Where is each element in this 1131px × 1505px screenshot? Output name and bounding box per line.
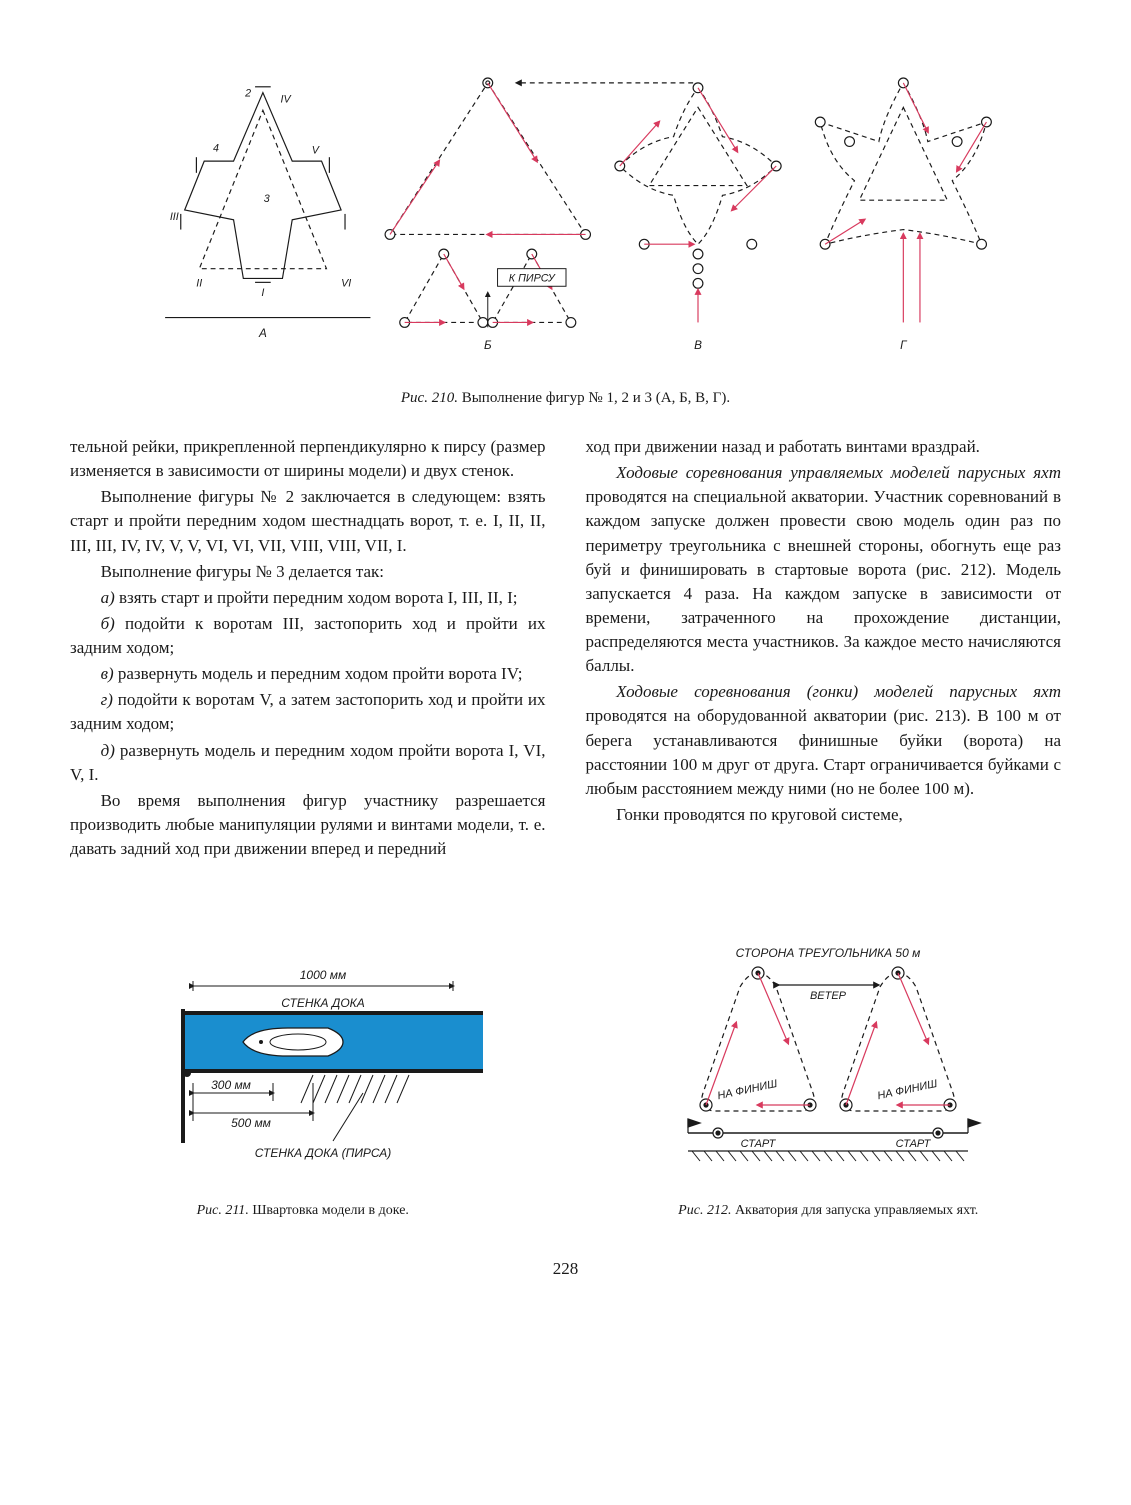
svg-text:4: 4 <box>212 142 218 154</box>
svg-text:НА ФИНИШ: НА ФИНИШ <box>717 1078 780 1103</box>
column-right: ход при движении назад и работать винтам… <box>586 435 1062 863</box>
figure-211: 1000 мм СТЕНКА ДОКА <box>70 963 536 1219</box>
page-number: 228 <box>70 1259 1061 1279</box>
figure-212-svg: СТОРОНА ТРЕУГОЛЬНИКА 50 м <box>648 943 1008 1183</box>
p: ход при движении назад и работать винтам… <box>586 435 1062 459</box>
p: Ходовые соревнования управляемых мо­деле… <box>586 461 1062 678</box>
svg-text:2: 2 <box>244 88 251 100</box>
p: Во время выполнения фигур участнику разр… <box>70 789 546 861</box>
p: Гонки проводятся по круговой системе, <box>586 803 1062 827</box>
fig210-k-pirsu: К ПИРСУ <box>508 272 555 284</box>
p: а) взять старт и пройти передним ходом в… <box>70 586 546 610</box>
fig210-label-V: В <box>694 339 702 352</box>
svg-text:I: I <box>261 287 264 299</box>
p: г) подойти к воротам V, а затем застопо­… <box>70 688 546 736</box>
figure-211-caption: Рис. 211. Швартовка модели в доке. <box>197 1203 409 1219</box>
fig211-bottom-wall: СТЕНКА ДОКА (ПИРСА) <box>255 1146 391 1160</box>
p: в) развернуть модель и передним ходом пр… <box>70 662 546 686</box>
svg-text:500 мм: 500 мм <box>231 1116 271 1130</box>
bottom-figures-row: 1000 мм СТЕНКА ДОКА <box>70 943 1061 1219</box>
p: Выполнение фигуры № 2 заключается в след… <box>70 485 546 557</box>
svg-text:V: V <box>311 144 319 156</box>
figure-212: СТОРОНА ТРЕУГОЛЬНИКА 50 м <box>596 943 1062 1219</box>
fig210-label-B: Б <box>483 339 491 352</box>
figure-210: А I II III IV V VI 2 3 4 <box>70 60 1061 380</box>
svg-text:IV: IV <box>280 93 291 105</box>
figure-210-svg: А I II III IV V VI 2 3 4 <box>126 60 1006 360</box>
svg-text:НА ФИНИШ: НА ФИНИШ <box>877 1078 940 1103</box>
column-left: тельной рейки, прикрепленной перпендику­… <box>70 435 546 863</box>
svg-text:1000 мм: 1000 мм <box>300 968 346 982</box>
p: Выполнение фигуры № 3 делается так: <box>70 560 546 584</box>
fig212-wind: ВЕТЕР <box>810 990 847 1002</box>
figure-211-svg: 1000 мм СТЕНКА ДОКА <box>123 963 483 1183</box>
svg-text:3: 3 <box>263 193 269 205</box>
svg-text:II: II <box>196 277 202 289</box>
fig210-label-A: А <box>257 327 266 340</box>
page: А I II III IV V VI 2 3 4 <box>0 0 1131 1505</box>
p: б) подойти к воротам III, застопорить хо… <box>70 612 546 660</box>
figure-212-caption: Рис. 212. Акватория для запуска управляе… <box>678 1203 978 1219</box>
p: Ходовые соревнования (гонки) моделей пар… <box>586 680 1062 801</box>
svg-text:VI: VI <box>341 277 351 289</box>
p: д) развернуть модель и передним ходом пр… <box>70 739 546 787</box>
p: тельной рейки, прикрепленной перпендику­… <box>70 435 546 483</box>
fig210-label-G: Г <box>900 339 908 352</box>
body-columns: тельной рейки, прикрепленной перпендику­… <box>70 435 1061 863</box>
figure-210-caption: Рис. 210. Выполнение фигур № 1, 2 и 3 (А… <box>70 390 1061 407</box>
svg-text:III: III <box>169 211 178 223</box>
svg-text:300 мм: 300 мм <box>211 1078 251 1092</box>
fig212-side-label: СТОРОНА ТРЕУГОЛЬНИКА 50 м <box>736 946 921 960</box>
svg-text:СТАРТ: СТАРТ <box>896 1138 932 1150</box>
svg-text:СТАРТ: СТАРТ <box>741 1138 777 1150</box>
fig211-top-wall: СТЕНКА ДОКА <box>281 996 365 1010</box>
